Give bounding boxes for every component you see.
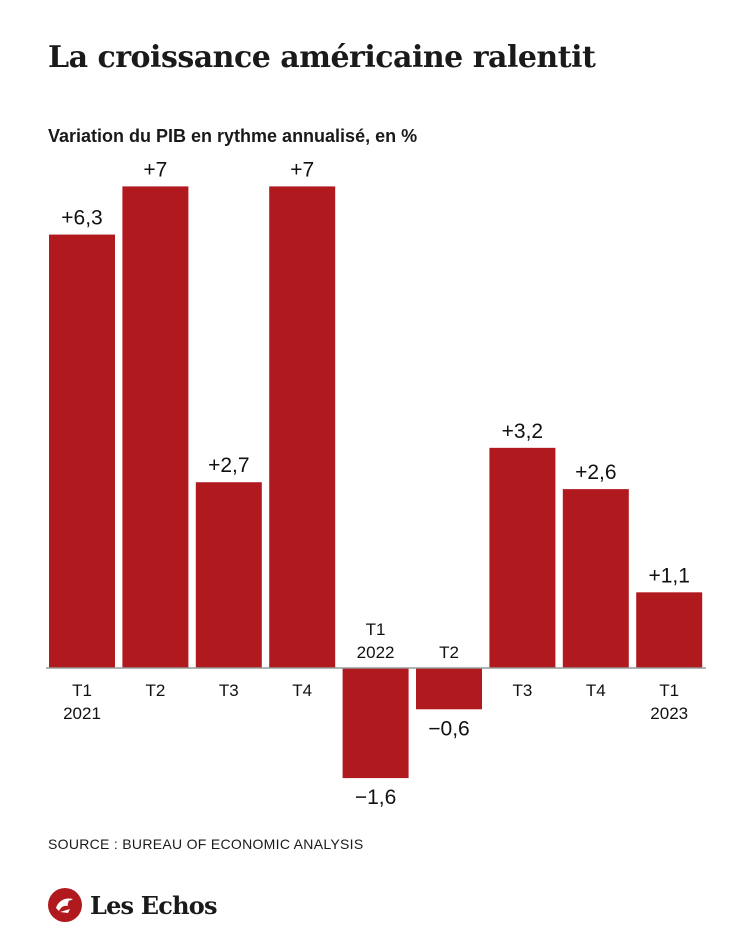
tick-label-line: T4 [292, 681, 312, 700]
tick-label-line: T1 [659, 681, 679, 700]
bar-7 [489, 447, 556, 668]
bar-chart: +6,3 T1 2021 +7 T2 +2,7 T3 +7 T4 −1,6 T1 2022 −0,6 T2… [46, 158, 706, 809]
tick-label-line: T3 [219, 681, 239, 700]
tick-label-line: T1 [72, 681, 92, 700]
bar-8 [562, 489, 629, 668]
tick-label-line: T3 [512, 681, 532, 700]
tick-label-1: T1 2021 [63, 681, 101, 723]
tick-label-line: 2022 [357, 643, 395, 662]
value-label-4: +7 [290, 158, 314, 181]
brand-logo: Les Echos [48, 888, 217, 922]
brand-emblem-icon [48, 888, 82, 922]
value-label-2: +7 [143, 158, 167, 181]
chart-title: La croissance américaine ralentit [48, 40, 596, 75]
tick-label-6: T2 [439, 643, 459, 662]
tick-label-line: T2 [145, 681, 165, 700]
source-note: SOURCE : BUREAU OF ECONOMIC ANALYSIS [48, 836, 364, 852]
bar-2 [122, 186, 189, 668]
tick-label-2: T2 [145, 681, 165, 700]
bar-6 [416, 668, 482, 710]
value-label-3: +2,7 [208, 454, 249, 477]
bar-5 [342, 668, 409, 779]
tick-label-line: 2023 [650, 704, 688, 723]
value-label-6: −0,6 [428, 717, 469, 740]
tick-label-line: 2021 [63, 704, 101, 723]
bar-9 [636, 592, 703, 668]
tick-label-5: T1 2022 [357, 620, 395, 662]
tick-label-7: T3 [512, 681, 532, 700]
value-label-5: −1,6 [355, 786, 396, 809]
brand-name: Les Echos [90, 890, 217, 920]
tick-label-9: T1 2023 [650, 681, 688, 723]
value-label-8: +2,6 [575, 461, 616, 484]
bar-4 [269, 186, 336, 668]
bar-3 [195, 482, 262, 668]
tick-label-8: T4 [586, 681, 606, 700]
tick-label-line: T4 [586, 681, 606, 700]
bar-1 [49, 234, 115, 668]
value-label-1: +6,3 [61, 207, 102, 230]
value-label-7: +3,2 [502, 420, 543, 443]
tick-label-4: T4 [292, 681, 312, 700]
value-label-9: +1,1 [648, 564, 689, 587]
tick-label-line: T2 [439, 643, 459, 662]
chart-subtitle: Variation du PIB en rythme annualisé, en… [48, 126, 418, 146]
tick-label-3: T3 [219, 681, 239, 700]
tick-label-line: T1 [366, 620, 386, 639]
